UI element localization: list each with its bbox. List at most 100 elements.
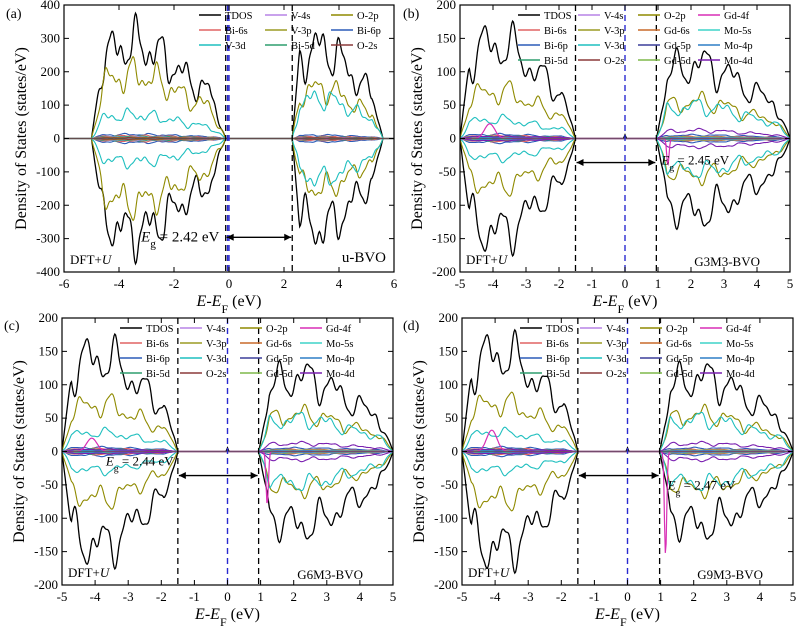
x-tick-label: -5 [457,589,468,604]
gap-state-peak [622,133,628,139]
arrowhead-left [576,159,584,167]
method-label: DFT+U [468,565,511,580]
system-name-label: u-BVO [342,250,386,266]
legend-label-Bi-6s: Bi-6s [544,26,567,37]
y-tick-label: 50 [443,97,456,112]
y-tick-label: 0 [450,131,457,146]
x-tick-label: -6 [59,276,70,291]
legend-label-O-2p: O-2p [357,11,379,22]
legend-label-Gd-5p: Gd-5p [666,354,693,365]
y-tick-label: 150 [437,30,457,45]
y-tick-label: -400 [36,264,60,279]
y-axis-label: Density of States (states/eV) [13,47,30,230]
legend-label-Mo-4p: Mo-4p [724,41,753,52]
x-tick-label: -4 [490,589,501,604]
legend-label-V-3d: V-3d [206,354,227,365]
gap-state-peak [625,446,630,452]
arrowhead-right [651,472,659,480]
x-tick-label: 3 [721,276,728,291]
arrowhead-right [250,472,258,480]
y-tick-label: -200 [432,264,456,279]
x-tick-label: -1 [589,589,600,604]
legend-label-TDOS: TDOS [225,11,253,22]
y-tick-label: -300 [36,231,60,246]
gap-state-peak [225,446,230,452]
y-tick-label: 100 [439,377,459,392]
x-tick-label: -2 [556,589,567,604]
legend-label-V-3d: V-3d [604,41,625,52]
panel-label: (a) [6,7,22,22]
system-name-label: G6M3-BVO [297,567,363,582]
x-tick-label: -5 [455,276,466,291]
legend-label-Bi-6p: Bi-6p [546,354,570,365]
legend-label-O-2s: O-2s [604,56,624,67]
x-tick-label: 2 [281,276,288,291]
y-tick-label: 200 [439,310,459,325]
y-tick-label: -200 [434,577,458,592]
legend-label-Gd-4f: Gd-4f [726,324,752,335]
x-tick-label: -2 [554,276,565,291]
x-tick-label: -4 [488,276,499,291]
x-tick-label: -5 [57,589,68,604]
legend-label-Gd-4f: Gd-4f [724,11,750,22]
legend-label-Bi-6p: Bi-6p [146,354,170,365]
legend-label-Gd-5d: Gd-5d [664,56,692,67]
x-tick-label: 5 [790,589,797,604]
arrowhead-left [578,472,586,480]
x-tick-label: 1 [655,276,662,291]
y-tick-label: 200 [41,64,61,79]
band-gap-label: Eg = 2.42 eV [140,229,219,250]
arrowhead-right [284,233,292,241]
legend-label-Bi-6s: Bi-6s [546,339,569,350]
y-tick-label: -50 [439,164,456,179]
legend-label-Bi-5d: Bi-5d [146,369,171,380]
legend-label-O-2p: O-2p [266,324,288,335]
x-tick-label: 3 [724,589,731,604]
legend-label-Gd-4f: Gd-4f [326,324,352,335]
y-tick-label: 100 [41,97,61,112]
legend-label-V-4s: V-4s [291,11,310,22]
y-tick-label: -100 [434,510,458,525]
dos-panel-b: Eg = 2.45 eV DFT+U G3M3-BVO -5 -4 -3 -2 -1 0 1 2 3 4… [403,0,793,316]
x-tick-label: -4 [90,589,101,604]
legend-label-V-4s: V-4s [206,324,225,335]
y-tick-label: 300 [41,30,61,45]
y-tick-label: -150 [434,544,458,559]
system-name-label: G3M3-BVO [694,254,760,269]
legend-label-O-2s: O-2s [206,369,226,380]
x-tick-label: -3 [123,589,134,604]
y-tick-label: 0 [54,131,61,146]
x-tick-label: 2 [688,276,695,291]
method-label: DFT+U [466,252,509,267]
x-tick-label: 1 [657,589,664,604]
legend-label-Gd-6s: Gd-6s [664,26,690,37]
panel-label: (d) [403,319,420,334]
y-tick-label: -100 [34,510,58,525]
y-tick-label: 50 [445,410,458,425]
y-axis-label: Density of States (states/eV) [11,360,28,543]
dos-panel-a: Eg = 2.42 eV DFT+U u-BVO -6 -4 -2 0 2 4 6 -400 -300… [6,0,398,316]
y-tick-label: 150 [39,343,59,358]
y-tick-label: -100 [36,164,60,179]
x-tick-label: 3 [324,589,331,604]
legend-label-V-3p: V-3p [291,26,312,37]
x-tick-label: 4 [757,589,764,604]
legend-label-V-3p: V-3p [604,26,625,37]
legend-label-Mo-5s: Mo-5s [326,339,353,350]
legend-label-V-3d: V-3d [225,41,246,52]
legend-label-Gd-5d: Gd-5d [266,369,294,380]
legend-label-TDOS: TDOS [546,324,574,335]
legend-label-TDOS: TDOS [146,324,174,335]
dos-panel-d: Eg = 2.47 eV DFT+U G9M3-BVO -5 -4 -3 -2 -1 0 1 2 3 4… [403,310,796,629]
y-tick-label: 50 [45,410,58,425]
y-tick-label: -100 [432,197,456,212]
y-tick-label: 150 [439,343,459,358]
band-gap-label: Eg = 2.45 eV [660,153,729,174]
y-axis-label: Density of States (states/eV) [411,360,428,543]
y-tick-label: 100 [39,377,59,392]
y-tick-label: 400 [41,0,61,12]
x-tick-label: -2 [156,589,167,604]
y-tick-label: -200 [36,197,60,212]
legend-label-Mo-4d: Mo-4d [326,369,355,380]
